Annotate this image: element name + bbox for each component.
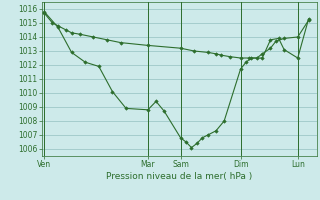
X-axis label: Pression niveau de la mer( hPa ): Pression niveau de la mer( hPa ) <box>106 172 252 181</box>
